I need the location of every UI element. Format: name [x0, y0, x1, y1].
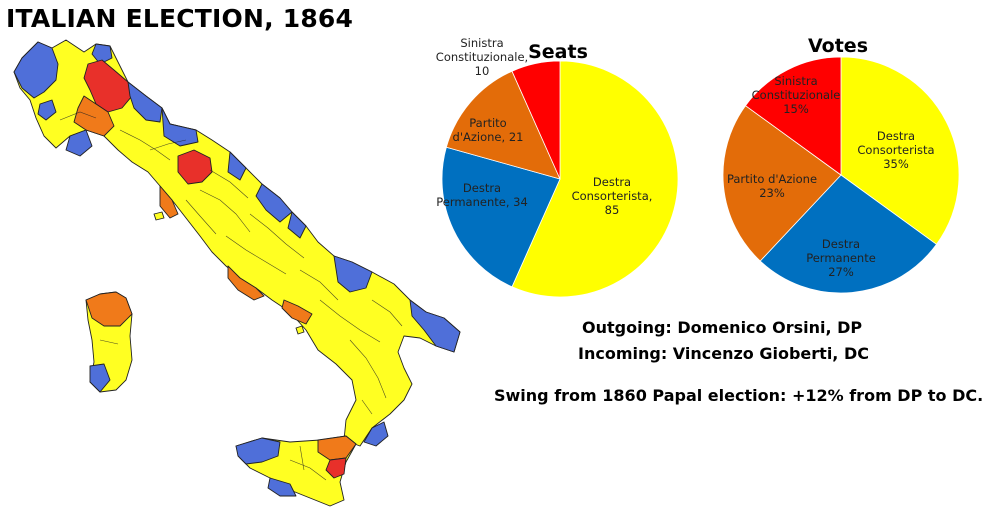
pie-title: Seats [528, 41, 588, 63]
slice-label: Sinistra Constituzionale, 10 [436, 36, 528, 78]
region-gargano-blue [333, 255, 373, 293]
pie-slice [722, 105, 842, 262]
seats-pie: Destra Consorterista, 85 Destra Permanente, … [436, 36, 679, 298]
region-sardinia-blue [89, 363, 111, 393]
region-molise-blue [287, 211, 307, 239]
pie-slice [759, 174, 938, 294]
slice-label: Destra Permanente, 34 [436, 181, 528, 209]
outgoing-text: Outgoing: Domenico Orsini, DP [582, 318, 863, 337]
region-puglia-blue [409, 299, 461, 353]
region-po-blue [65, 129, 93, 157]
region-venice-blue [161, 107, 199, 147]
pie-title: Votes [808, 35, 868, 57]
pie-slice [840, 56, 960, 245]
incoming-text: Incoming: Vincenzo Gioberti, DC [578, 344, 869, 363]
swing-text: Swing from 1860 Papal election: +12% fro… [494, 386, 984, 405]
region-liguria-blue [37, 99, 57, 121]
pie-slice [445, 70, 561, 180]
region-naples-orange [281, 299, 313, 325]
region-sicily-blue-west [235, 437, 281, 465]
region-lombardy-orange [73, 95, 115, 137]
slice-label: Destra Consorterista 35% [857, 129, 934, 171]
region-sicily-blue-south [267, 477, 297, 497]
region-marche-blue [227, 151, 247, 181]
region-sicily-red [325, 457, 347, 479]
page-title: ITALIAN ELECTION, 1864 [6, 4, 354, 33]
region-n-blue [91, 43, 113, 65]
region-lombardy-red [83, 59, 133, 113]
region-sardinia-orange [85, 291, 133, 327]
region-tuscany-orange [159, 185, 179, 219]
capri [295, 325, 305, 335]
slice-label: Sinistra Constituzionale 15% [752, 74, 841, 116]
pie-slice [744, 56, 842, 176]
slice-label: Partito d'Azione, 21 [453, 116, 524, 144]
pie-slice [511, 60, 679, 298]
region-abruzzo-blue [255, 183, 293, 223]
region-nw-blue [13, 41, 59, 99]
region-emilia-blue [127, 81, 163, 123]
slice-label: Partito d'Azione 23% [727, 172, 817, 200]
region-calabria-blue [363, 421, 389, 447]
pie-slice [511, 60, 561, 180]
slice-label: Destra Consorterista, 85 [572, 175, 653, 217]
region-tuscany-red [177, 149, 213, 185]
region-lazio-orange [227, 265, 265, 301]
pie-slice [441, 146, 561, 288]
elba [153, 211, 165, 221]
slice-label: Destra Permanente 27% [806, 237, 876, 279]
votes-pie: Destra Consorterista 35% Destra Permanente 27… [722, 35, 960, 294]
